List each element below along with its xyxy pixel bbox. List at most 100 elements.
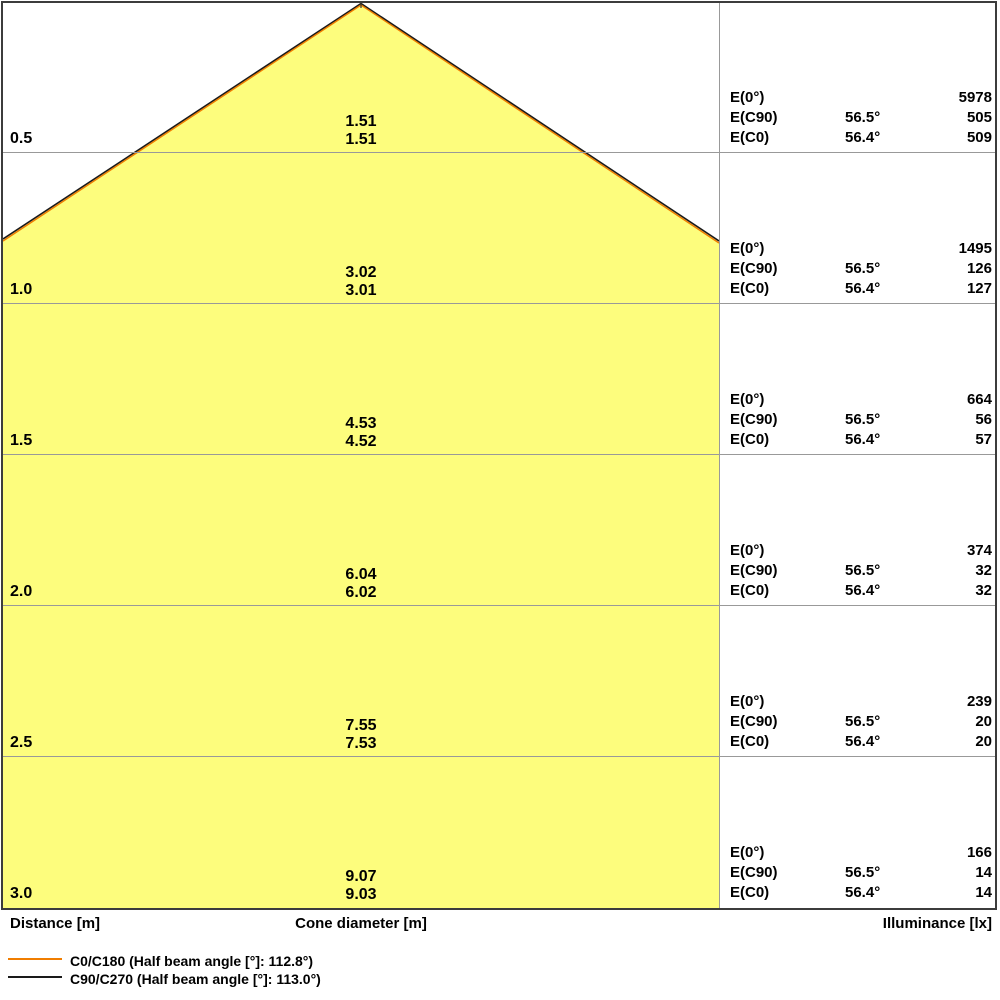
ec0-angle: 56.4° — [845, 431, 881, 448]
cone-diameter-values: 6.04 6.02 — [286, 566, 436, 602]
e0-label: E(0°) — [730, 391, 765, 408]
e0-label: E(0°) — [730, 844, 765, 861]
illuminance-block: E(0°) 5978 E(C90) 56.5° 505 E(C0) 56.4° … — [730, 88, 992, 148]
ec90-value: 56 — [975, 411, 992, 428]
e0-value: 166 — [966, 844, 992, 861]
e0-value: 1495 — [958, 240, 992, 257]
legend-label: C0/C180 (Half beam angle [°]: 112.8°) — [70, 953, 314, 970]
ec0-angle: 56.4° — [845, 884, 881, 901]
illuminance-row: E(0°) 664 — [730, 390, 992, 410]
gridline-1.0m — [3, 303, 995, 304]
ec0-value: 32 — [975, 582, 992, 599]
light-cone-graphic — [3, 3, 719, 908]
cone-diameter-c90: 3.02 — [345, 264, 377, 281]
cone-diameter-values: 1.51 1.51 — [286, 113, 436, 149]
cone-diameter-c90: 1.51 — [345, 113, 377, 130]
ec0-label: E(C0) — [730, 582, 770, 599]
cone-diameter-c0: 1.51 — [345, 131, 377, 148]
illuminance-block: E(0°) 239 E(C90) 56.5° 20 E(C0) 56.4° 20 — [730, 692, 992, 752]
ec90-angle: 56.5° — [845, 109, 881, 126]
distance-label: 2.0 — [10, 583, 33, 600]
ec90-value: 32 — [975, 562, 992, 579]
illuminance-row: E(C0) 56.4° 127 — [730, 279, 992, 299]
cone-diameter-values: 3.02 3.01 — [286, 264, 436, 300]
ec0-angle: 56.4° — [845, 582, 881, 599]
ec90-label: E(C90) — [730, 562, 778, 579]
cone-diameter-c90: 7.55 — [345, 717, 377, 734]
cone-diameter-values: 7.55 7.53 — [286, 717, 436, 753]
ec0-value: 20 — [975, 733, 992, 750]
cone-diameter-values: 4.53 4.52 — [286, 415, 436, 451]
distance-axis-label: Distance [m] — [10, 915, 101, 932]
illuminance-row: E(C0) 56.4° 32 — [730, 581, 992, 601]
e0-value: 5978 — [958, 89, 992, 106]
illuminance-block: E(0°) 166 E(C90) 56.5° 14 E(C0) 56.4° 14 — [730, 843, 992, 903]
illuminance-panel-divider — [719, 3, 720, 908]
distance-label: 3.0 — [10, 885, 33, 902]
ec0-value: 57 — [975, 431, 992, 448]
illuminance-row: E(C90) 56.5° 32 — [730, 561, 992, 581]
ec90-angle: 56.5° — [845, 864, 881, 881]
ec0-label: E(C0) — [730, 733, 770, 750]
ec90-value: 505 — [966, 109, 992, 126]
ec90-value: 20 — [975, 713, 992, 730]
ec90-angle: 56.5° — [845, 562, 881, 579]
illuminance-axis-label: Illuminance [lx] — [882, 915, 992, 932]
illuminance-row: E(C0) 56.4° 509 — [730, 128, 992, 148]
ec0-angle: 56.4° — [845, 733, 881, 750]
ec90-label: E(C90) — [730, 864, 778, 881]
cone-diameter-axis-label: Cone diameter [m] — [295, 915, 427, 932]
illuminance-row: E(0°) 5978 — [730, 88, 992, 108]
c90-c270-line-swatch — [8, 976, 62, 979]
illuminance-block: E(0°) 664 E(C90) 56.5° 56 E(C0) 56.4° 57 — [730, 390, 992, 450]
ec90-value: 14 — [975, 864, 992, 881]
gridline-1.5m — [3, 454, 995, 455]
ec90-value: 126 — [966, 260, 992, 277]
illuminance-row: E(C90) 56.5° 505 — [730, 108, 992, 128]
e0-value: 374 — [966, 542, 992, 559]
ec90-angle: 56.5° — [845, 411, 881, 428]
cone-diameter-c0: 7.53 — [345, 735, 377, 752]
e0-value: 664 — [966, 391, 992, 408]
chart-area: 0.5 1.0 1.5 2.0 2.5 3.0 1.51 1.51 3.02 3… — [1, 1, 997, 910]
e0-value: 239 — [966, 693, 992, 710]
illuminance-row: E(C0) 56.4° 14 — [730, 883, 992, 903]
ec0-value: 14 — [975, 884, 992, 901]
illuminance-row: E(C90) 56.5° 20 — [730, 712, 992, 732]
gridline-0.5m — [3, 152, 995, 153]
ec0-label: E(C0) — [730, 280, 770, 297]
illuminance-row: E(0°) 374 — [730, 541, 992, 561]
distance-label: 0.5 — [10, 130, 33, 147]
cone-diameter-c90: 9.07 — [345, 868, 377, 885]
illuminance-row: E(0°) 239 — [730, 692, 992, 712]
illuminance-row: E(C90) 56.5° 56 — [730, 410, 992, 430]
ec90-angle: 56.5° — [845, 713, 881, 730]
ec90-label: E(C90) — [730, 109, 778, 126]
ec0-value: 509 — [966, 129, 992, 146]
ec0-angle: 56.4° — [845, 280, 881, 297]
illuminance-block: E(0°) 374 E(C90) 56.5° 32 E(C0) 56.4° 32 — [730, 541, 992, 601]
illuminance-row: E(C90) 56.5° 126 — [730, 259, 992, 279]
cone-diameter-c90: 6.04 — [345, 566, 377, 583]
c0-c180-line-swatch — [8, 958, 62, 961]
ec0-label: E(C0) — [730, 431, 770, 448]
legend-item-c90-c270: C90/C270 (Half beam angle [°]: 113.0°) — [8, 969, 321, 987]
gridline-2.5m — [3, 756, 995, 757]
cone-diameter-c90: 4.53 — [345, 415, 377, 432]
legend-label: C90/C270 (Half beam angle [°]: 113.0°) — [70, 971, 321, 988]
ec90-label: E(C90) — [730, 713, 778, 730]
gridline-2.0m — [3, 605, 995, 606]
legend: C0/C180 (Half beam angle [°]: 112.8°) C9… — [8, 951, 321, 987]
illuminance-block: E(0°) 1495 E(C90) 56.5° 126 E(C0) 56.4° … — [730, 239, 992, 299]
distance-label: 1.0 — [10, 281, 33, 298]
illuminance-row: E(C90) 56.5° 14 — [730, 863, 992, 883]
cone-diameter-values: 9.07 9.03 — [286, 868, 436, 904]
illuminance-row: E(0°) 1495 — [730, 239, 992, 259]
cone-diameter-c0: 3.01 — [345, 282, 377, 299]
e0-label: E(0°) — [730, 240, 765, 257]
illuminance-row: E(C0) 56.4° 57 — [730, 430, 992, 450]
ec0-value: 127 — [966, 280, 992, 297]
legend-item-c0-c180: C0/C180 (Half beam angle [°]: 112.8°) — [8, 951, 321, 969]
distance-label: 1.5 — [10, 432, 33, 449]
